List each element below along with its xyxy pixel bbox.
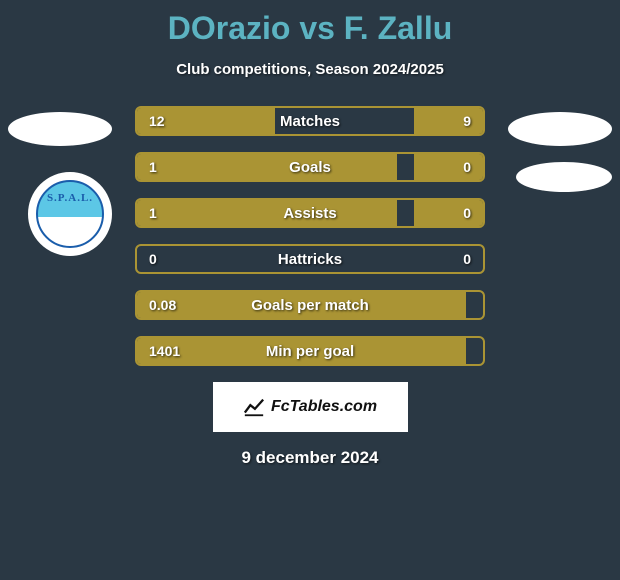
page-title: DOrazio vs F. Zallu xyxy=(0,0,620,47)
subtitle: Club competitions, Season 2024/2025 xyxy=(0,61,620,78)
stat-row: 1401Min per goal xyxy=(135,336,485,366)
spal-logo-icon: S.P.A.L. xyxy=(36,180,104,248)
club-left-logo: S.P.A.L. xyxy=(28,172,112,256)
player-left-placeholder-icon xyxy=(8,112,112,146)
stat-row: 00Hattricks xyxy=(135,244,485,274)
stat-row: 10Assists xyxy=(135,198,485,228)
fctables-badge: FcTables.com xyxy=(213,382,408,432)
player-right-placeholder-icon xyxy=(508,112,612,146)
stat-label: Assists xyxy=(137,200,483,226)
stat-label: Hattricks xyxy=(137,246,483,272)
club-right-placeholder-icon xyxy=(516,162,612,192)
stat-label: Min per goal xyxy=(137,338,483,364)
spal-logo-text: S.P.A.L. xyxy=(47,192,93,204)
chart-icon xyxy=(243,396,265,418)
stat-row: 129Matches xyxy=(135,106,485,136)
stat-label: Goals per match xyxy=(137,292,483,318)
stat-label: Goals xyxy=(137,154,483,180)
comparison-panel: S.P.A.L. 129Matches 10Goals 10Assists 00Hat… xyxy=(0,106,620,468)
badge-text: FcTables.com xyxy=(271,398,377,416)
stat-row: 10Goals xyxy=(135,152,485,182)
date-text: 9 december 2024 xyxy=(0,448,620,468)
stat-label: Matches xyxy=(137,108,483,134)
stats-bars: 129Matches 10Goals 10Assists 00Hattricks 0.0… xyxy=(135,106,485,366)
stat-row: 0.08Goals per match xyxy=(135,290,485,320)
